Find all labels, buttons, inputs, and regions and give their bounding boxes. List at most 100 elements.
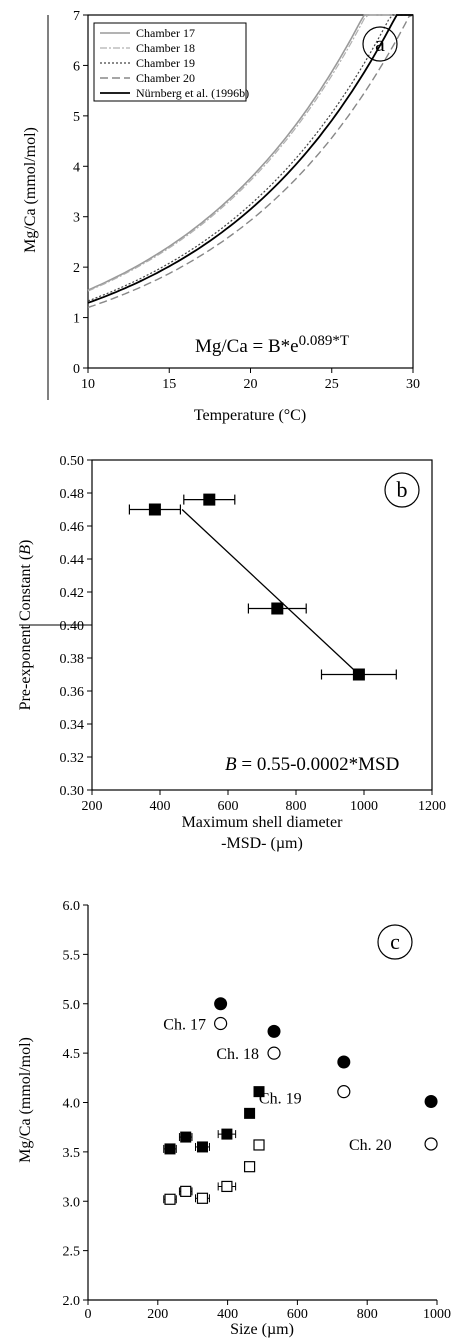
- y-tick-label: 0.38: [60, 652, 85, 667]
- x-tick-label: 15: [162, 377, 176, 392]
- y-tick-label: 2: [73, 261, 80, 276]
- x-tick-label: 30: [406, 377, 420, 392]
- x-tick-label: 10: [81, 377, 95, 392]
- y-axis-label: Mg/Ca (mmol/mol): [22, 127, 39, 253]
- data-point: [424, 1095, 438, 1109]
- panel-circle: [362, 26, 398, 62]
- panel-letter: c: [390, 929, 400, 954]
- y-tick-label: 3.0: [63, 1195, 81, 1210]
- data-point: [267, 1024, 281, 1038]
- data-point: [253, 1139, 265, 1151]
- x-axis-label: Maximum shell diameter: [182, 814, 344, 831]
- panel-letter: b: [397, 477, 408, 502]
- data-point: [352, 668, 365, 681]
- y-tick-label: 1: [73, 312, 80, 327]
- y-tick-label: 2.5: [63, 1245, 81, 1260]
- chamber-annotation: Ch. 17: [163, 1017, 206, 1034]
- data-point: [253, 1086, 265, 1098]
- data-point: [164, 1193, 176, 1205]
- series-line-3: [87, 14, 414, 309]
- x-tick-label: 400: [217, 1307, 238, 1322]
- y-tick-label: 5: [73, 110, 80, 125]
- legend-entry: Nürnberg et al. (1996b): [136, 86, 249, 100]
- data-point: [203, 493, 216, 506]
- y-tick-label: 0.40: [60, 619, 85, 634]
- y-tick-label: 2.0: [63, 1294, 81, 1309]
- y-tick-label: 0.34: [60, 718, 85, 733]
- data-point: [196, 1192, 209, 1204]
- y-tick-label: 6.0: [63, 899, 81, 914]
- legend-box: [93, 22, 247, 102]
- y-tick-label: 3.5: [63, 1146, 81, 1161]
- data-point: [424, 1137, 438, 1151]
- data-point: [221, 1180, 233, 1193]
- y-tick-label: 0.50: [60, 454, 85, 469]
- data-point: [164, 1143, 176, 1155]
- x-tick-label: 400: [150, 799, 171, 814]
- y-tick-label: 0.46: [60, 520, 85, 535]
- y-tick-label: 0.30: [60, 784, 85, 799]
- data-point: [148, 503, 161, 516]
- x-axis-label: Size (µm): [230, 1321, 294, 1338]
- panel-circle: [377, 924, 413, 960]
- legend-entry: Chamber 18: [136, 41, 195, 55]
- x-tick-label: 800: [357, 1307, 378, 1322]
- series-line-2: [87, 14, 413, 302]
- legend-entry: Chamber 20: [136, 71, 195, 85]
- data-point: [244, 1107, 256, 1119]
- y-tick-label: 5.0: [63, 998, 81, 1013]
- y-tick-label: 0.32: [60, 751, 85, 766]
- x-tick-label: 800: [286, 799, 307, 814]
- data-point: [214, 997, 228, 1011]
- y-tick-label: 0.42: [60, 586, 85, 601]
- chamber-annotation: Ch. 19: [259, 1091, 302, 1108]
- legend-entry: Chamber 19: [136, 56, 195, 70]
- chamber-annotation: Ch. 20: [349, 1137, 392, 1154]
- x-tick-label: 600: [218, 799, 239, 814]
- x-tick-label: 1000: [423, 1307, 451, 1322]
- y-tick-label: 4: [73, 160, 80, 175]
- data-point: [221, 1128, 233, 1140]
- x-tick-label: 600: [287, 1307, 308, 1322]
- x-tick-label: 20: [244, 377, 258, 392]
- equation: B = 0.55-0.0002*MSD: [225, 754, 399, 775]
- y-axis-label: Pre-exponent Constant (B): [17, 540, 34, 711]
- data-point: [196, 1141, 208, 1153]
- data-point: [243, 1161, 256, 1173]
- x-tick-label: 1000: [350, 799, 378, 814]
- y-axis-label: Mg/Ca (mmol/mol): [17, 1037, 34, 1163]
- x-tick-label: 25: [325, 377, 339, 392]
- x-tick-label: 200: [82, 799, 103, 814]
- data-point: [180, 1185, 192, 1197]
- y-tick-label: 7: [73, 9, 80, 24]
- data-point: [267, 1046, 281, 1060]
- x-tick-label: 0: [85, 1307, 92, 1322]
- fit-line: [181, 509, 360, 675]
- x-axis-label: Temperature (°C): [194, 407, 306, 424]
- y-tick-label: 0: [73, 362, 80, 377]
- data-point: [271, 602, 284, 615]
- equation: Mg/Ca = B*e0.089*T: [195, 333, 349, 357]
- x-tick-label: 1200: [418, 799, 446, 814]
- legend-entry: Chamber 17: [136, 26, 195, 40]
- y-tick-label: 4.0: [63, 1097, 81, 1112]
- data-point: [337, 1085, 351, 1099]
- series-line-4: [87, 14, 413, 304]
- panel-circle: [384, 472, 420, 508]
- y-tick-label: 4.5: [63, 1047, 81, 1062]
- x-tick-label: 200: [147, 1307, 168, 1322]
- data-point: [214, 1016, 228, 1031]
- chamber-annotation: Ch. 18: [216, 1046, 259, 1063]
- y-tick-label: 0.44: [60, 553, 85, 568]
- panel-letter: a: [375, 31, 385, 56]
- y-tick-label: 3: [73, 211, 80, 226]
- data-point: [337, 1055, 351, 1069]
- y-tick-label: 6: [73, 59, 80, 74]
- series-line-1: [87, 14, 413, 292]
- series-line-0: [87, 14, 413, 291]
- y-tick-label: 5.5: [63, 948, 81, 963]
- x-axis-label-2: -MSD- (µm): [221, 835, 303, 852]
- data-point: [180, 1131, 192, 1143]
- y-tick-label: 0.36: [60, 685, 85, 700]
- y-tick-label: 0.48: [60, 487, 85, 502]
